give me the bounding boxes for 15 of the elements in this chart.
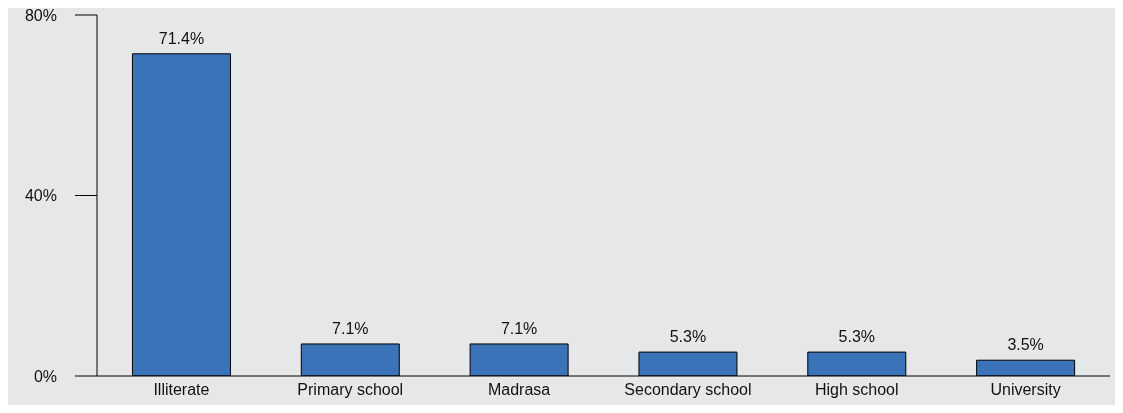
x-tick-label: High school: [814, 381, 899, 399]
data-label: 7.1%: [332, 319, 369, 337]
y-tick-label: 80%: [24, 6, 57, 24]
data-label: 7.1%: [500, 319, 538, 337]
data-label: 5.3%: [838, 328, 876, 346]
data-label: 5.3%: [669, 328, 707, 346]
x-tick-label: University: [990, 381, 1061, 399]
x-tick-label: Primary school: [297, 381, 404, 399]
y-tick-label: 40%: [24, 187, 57, 205]
y-tick-label: 0%: [33, 367, 57, 385]
x-tick-label: Madrasa: [487, 381, 551, 399]
data-label: 71.4%: [158, 29, 205, 47]
x-tick-label: Illiterate: [153, 381, 210, 399]
x-tick-label: Secondary school: [624, 381, 752, 399]
data-label: 3.5%: [1007, 336, 1044, 354]
